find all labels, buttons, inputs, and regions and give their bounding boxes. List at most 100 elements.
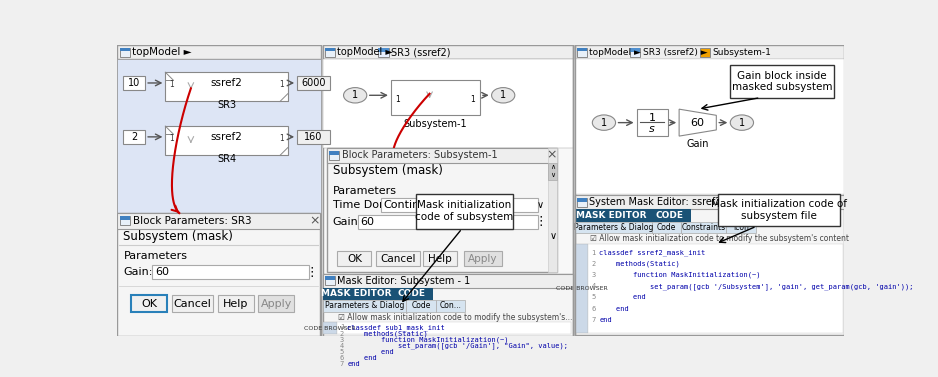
Bar xyxy=(326,148,557,163)
Text: Icon: Icon xyxy=(734,223,749,232)
Text: Gain:: Gain: xyxy=(124,267,153,277)
Ellipse shape xyxy=(592,115,615,130)
Text: ∨: ∨ xyxy=(551,172,555,178)
Text: Continuous: Continuous xyxy=(384,200,446,210)
Bar xyxy=(119,216,129,220)
Text: Code: Code xyxy=(412,301,431,310)
Bar xyxy=(588,244,842,333)
Text: end: end xyxy=(347,349,394,355)
Text: Help: Help xyxy=(223,299,249,309)
Text: Mask Editor: Subsystem - 1: Mask Editor: Subsystem - 1 xyxy=(338,276,471,286)
Text: Subsystem-1: Subsystem-1 xyxy=(713,48,771,57)
Text: set_param([gcb '/Subsystem'], 'gain', get_param(gcb, 'gain'));: set_param([gcb '/Subsystem'], 'gain', ge… xyxy=(599,283,914,290)
Text: Subsystem (mask): Subsystem (mask) xyxy=(124,230,234,243)
Text: Apply: Apply xyxy=(261,299,292,309)
Text: CODE: CODE xyxy=(655,211,683,220)
Bar xyxy=(726,222,756,233)
Bar xyxy=(124,76,145,90)
Text: Gain block inside
masked subsystem: Gain block inside masked subsystem xyxy=(732,70,832,92)
Text: 2: 2 xyxy=(131,132,138,142)
Text: Cancel: Cancel xyxy=(174,299,211,309)
Bar xyxy=(574,209,648,222)
Text: 10: 10 xyxy=(129,78,141,88)
Text: ssref2: ssref2 xyxy=(211,78,242,88)
Bar xyxy=(378,48,388,52)
Bar xyxy=(381,198,538,211)
Text: CODE BROWSER: CODE BROWSER xyxy=(304,326,356,331)
Bar xyxy=(391,288,433,300)
Bar xyxy=(117,59,321,213)
Text: topModel ►: topModel ► xyxy=(132,47,191,57)
Bar xyxy=(577,48,587,51)
Text: ×: × xyxy=(547,149,557,162)
Bar xyxy=(329,151,339,155)
Bar xyxy=(119,48,129,57)
Text: 60: 60 xyxy=(360,216,374,227)
Text: Con...: Con... xyxy=(440,301,461,310)
Bar xyxy=(652,222,681,233)
Bar xyxy=(119,216,129,225)
Text: Parameters & Dialog: Parameters & Dialog xyxy=(573,223,653,232)
Bar xyxy=(574,195,844,335)
Text: Subsystem (mask): Subsystem (mask) xyxy=(333,164,443,177)
Bar xyxy=(376,251,419,266)
Bar xyxy=(548,163,557,180)
Text: 160: 160 xyxy=(304,132,323,142)
Text: ∧: ∧ xyxy=(551,164,555,170)
Bar xyxy=(391,80,480,115)
Bar xyxy=(165,72,288,101)
Bar xyxy=(423,251,457,266)
Bar xyxy=(574,45,844,59)
Text: Subsystem-1: Subsystem-1 xyxy=(403,119,467,129)
Text: Code: Code xyxy=(657,223,676,232)
Bar xyxy=(323,274,573,288)
Bar xyxy=(574,222,652,233)
Text: SR4: SR4 xyxy=(217,154,236,164)
Bar xyxy=(337,322,571,334)
Bar xyxy=(119,48,129,51)
Bar xyxy=(325,276,335,285)
Bar xyxy=(329,151,339,160)
Text: 3: 3 xyxy=(592,272,596,278)
Text: ☑ Allow mask initialization code to modify the subsystem's...: ☑ Allow mask initialization code to modi… xyxy=(338,313,572,322)
Text: System Mask Editor: ssref2: System Mask Editor: ssref2 xyxy=(589,197,721,207)
Text: Apply: Apply xyxy=(468,253,498,264)
Text: 4: 4 xyxy=(340,343,344,349)
Bar xyxy=(172,296,213,313)
Text: OK: OK xyxy=(141,299,157,309)
Text: end: end xyxy=(347,361,360,367)
Bar xyxy=(630,48,641,57)
Bar xyxy=(297,76,329,90)
Text: function MaskInitialization(~): function MaskInitialization(~) xyxy=(347,336,509,343)
Text: 1: 1 xyxy=(592,250,596,256)
Bar xyxy=(436,300,465,312)
Text: Block Parameters: Subsystem-1: Block Parameters: Subsystem-1 xyxy=(342,150,498,160)
Text: 1: 1 xyxy=(352,90,358,100)
Text: 6000: 6000 xyxy=(301,78,325,88)
Text: Mask initialization code of
subsystem file: Mask initialization code of subsystem fi… xyxy=(711,199,847,221)
Bar xyxy=(681,222,726,233)
Text: Help: Help xyxy=(428,253,451,264)
Bar xyxy=(325,276,335,280)
Text: 1: 1 xyxy=(601,118,607,128)
Text: 2: 2 xyxy=(592,261,596,267)
Text: Block Parameters: SR3: Block Parameters: SR3 xyxy=(133,216,251,226)
Bar xyxy=(218,296,253,313)
Text: 1: 1 xyxy=(396,95,401,104)
Text: 5: 5 xyxy=(340,349,344,355)
Text: Cancel: Cancel xyxy=(380,253,416,264)
Bar xyxy=(323,300,406,312)
Text: 4: 4 xyxy=(592,284,596,289)
Text: 5: 5 xyxy=(592,294,596,300)
Bar xyxy=(117,45,321,59)
Text: ∨: ∨ xyxy=(550,231,556,241)
Text: Parameters: Parameters xyxy=(333,186,397,196)
Text: SR3 (ssref2) ►: SR3 (ssref2) ► xyxy=(643,48,707,57)
Text: Parameters & Dialog: Parameters & Dialog xyxy=(325,301,404,310)
Bar xyxy=(637,109,668,136)
Text: 6: 6 xyxy=(592,306,596,312)
Bar xyxy=(117,213,320,336)
Bar xyxy=(357,215,538,228)
Text: MASK EDITOR: MASK EDITOR xyxy=(576,211,646,220)
Text: 7: 7 xyxy=(340,361,344,367)
